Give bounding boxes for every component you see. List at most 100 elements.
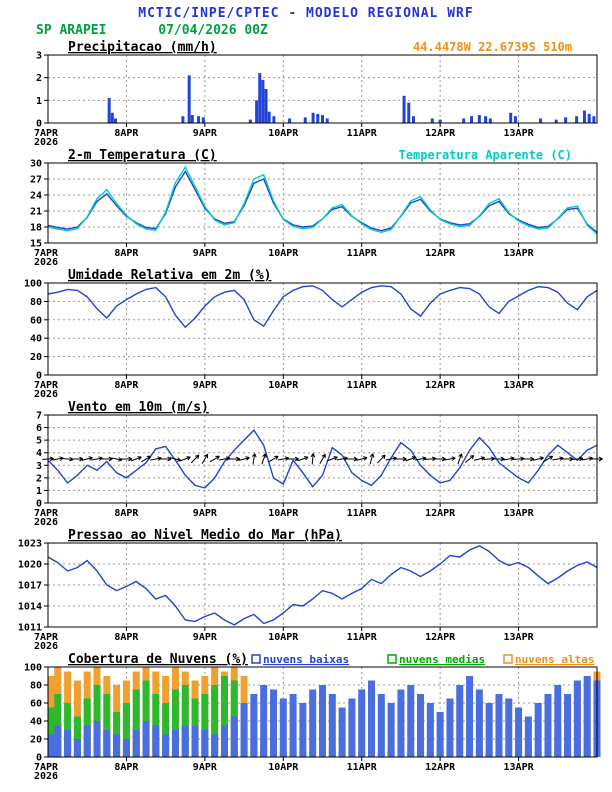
- x-tick-label: 8APR: [114, 380, 139, 391]
- y-tick-label: 1: [36, 96, 42, 107]
- precip-bar: [201, 117, 205, 123]
- x-year-label: 2026: [34, 641, 58, 651]
- panel-title: Cobertura de Nuvens (%): [68, 652, 248, 667]
- legend-label: nuvens medias: [399, 653, 485, 666]
- y-tick-label: 60: [30, 699, 42, 710]
- precip-bar: [513, 116, 517, 123]
- precip-bar: [509, 112, 513, 123]
- x-year-label: 2026: [34, 257, 58, 267]
- panel-title: Precipitacao (mm/h): [68, 40, 217, 55]
- precip-bar: [438, 119, 442, 123]
- precip-bar: [575, 116, 579, 123]
- x-tick-label: 10APR: [268, 632, 299, 643]
- x-year-label: 2026: [34, 389, 58, 399]
- precip-bar: [539, 118, 543, 123]
- x-tick-label: 8APR: [114, 248, 139, 259]
- precip-bar: [272, 116, 276, 123]
- legend-item-nuvens-baixas: [251, 654, 261, 664]
- panel-2-m-temperatura-c: 15 18 21 24 27 30 8APR 9APR 10APR 11APR 12APR 13APR…: [30, 148, 598, 267]
- x-tick-label: 9APR: [193, 762, 218, 773]
- y-tick-label: 0: [36, 753, 42, 764]
- precip-bar: [582, 110, 586, 123]
- series-nuvens-baixas: [48, 676, 601, 757]
- x-start-label: 7APR: [34, 632, 59, 643]
- y-tick-label: 24: [30, 191, 42, 202]
- precip-bar: [264, 89, 268, 123]
- precip-bar: [113, 118, 117, 123]
- series-2-m-temperatura: [47, 170, 598, 233]
- x-tick-label: 13APR: [504, 762, 535, 773]
- y-tick-label: 4: [36, 448, 42, 459]
- precip-bar: [462, 118, 466, 123]
- precip-bar: [107, 98, 111, 123]
- y-tick-label: 1014: [18, 602, 42, 613]
- x-tick-label: 13APR: [504, 632, 535, 643]
- x-tick-label: 11APR: [347, 762, 378, 773]
- panel-cobertura-de-nuvens: 0 20 40 60 80 100 8APR 9APR 10APR 11APR 12APR 13APR…: [24, 652, 601, 781]
- precip-bar: [187, 75, 191, 123]
- x-start-label: 7APR: [34, 380, 59, 391]
- series-velocidade-do-vento: [47, 428, 598, 489]
- y-tick-label: 1: [36, 486, 42, 497]
- legend-swatch: [387, 654, 397, 664]
- precip-bar: [402, 95, 406, 123]
- panel-title: Pressao ao Nivel Medio do Mar (hPa): [68, 528, 342, 543]
- legend-swatch: [503, 654, 513, 664]
- precip-bar: [325, 118, 329, 123]
- y-tick-label: 6: [36, 423, 42, 434]
- x-tick-label: 12APR: [425, 380, 456, 391]
- panel-title: Umidade Relativa em 2m (%): [68, 268, 272, 283]
- precip-bar: [311, 112, 315, 123]
- panel-pressao-ao-nivel-medio-do-mar-hpa: 1011 1014 1017 1020 1023 8APR 9APR 10APR 11APR 12…: [18, 528, 598, 651]
- x-tick-label: 11APR: [347, 508, 378, 519]
- x-tick-label: 8APR: [114, 632, 139, 643]
- x-tick-label: 12APR: [425, 508, 456, 519]
- precip-bar: [407, 102, 411, 123]
- y-tick-label: 100: [24, 663, 42, 674]
- plot-frame: [47, 54, 598, 124]
- plot-frame: [47, 282, 598, 376]
- precip-bar: [261, 79, 265, 123]
- legend-swatch: [251, 654, 261, 664]
- y-tick-label: 20: [30, 735, 42, 746]
- model-title: MCTIC/INPE/CPTEC - MODELO REGIONAL WRF: [138, 6, 474, 21]
- x-tick-label: 8APR: [114, 128, 139, 139]
- y-tick-label: 0: [36, 371, 42, 382]
- precip-bar: [303, 117, 307, 123]
- x-tick-label: 13APR: [504, 380, 535, 391]
- precip-bar: [470, 116, 474, 123]
- y-tick-label: 60: [30, 315, 42, 326]
- y-tick-label: 40: [30, 334, 42, 345]
- y-tick-label: 21: [30, 207, 42, 218]
- legend-label: nuvens baixas: [263, 653, 349, 666]
- y-tick-label: 2: [36, 73, 42, 84]
- y-tick-label: 40: [30, 717, 42, 728]
- series-temperatura-aparente: [47, 165, 598, 235]
- x-year-label: 2026: [34, 771, 58, 781]
- x-tick-label: 11APR: [347, 632, 378, 643]
- legend-item-nuvens-altas: [503, 654, 513, 664]
- precip-bar: [288, 118, 292, 123]
- y-tick-label: 30: [30, 159, 42, 170]
- x-tick-label: 11APR: [347, 248, 378, 259]
- x-tick-label: 8APR: [114, 508, 139, 519]
- run-datetime: 07/04/2026 00Z: [158, 23, 268, 38]
- y-tick-label: 3: [36, 461, 42, 472]
- x-tick-label: 12APR: [425, 128, 456, 139]
- y-tick-label: 5: [36, 436, 42, 447]
- precip-bar: [267, 111, 271, 123]
- precip-bar: [564, 117, 568, 123]
- x-start-label: 7APR: [34, 128, 59, 139]
- y-tick-label: 1023: [18, 539, 42, 550]
- precip-bar: [554, 119, 558, 123]
- y-tick-label: 0: [36, 499, 42, 510]
- x-tick-label: 12APR: [425, 632, 456, 643]
- x-start-label: 7APR: [34, 248, 59, 259]
- x-tick-label: 9APR: [193, 380, 218, 391]
- y-tick-label: 15: [30, 239, 42, 250]
- y-tick-label: 3: [36, 51, 42, 62]
- report-header: MCTIC/INPE/CPTEC - MODELO REGIONAL WRF S…: [0, 0, 612, 39]
- x-tick-label: 9APR: [193, 508, 218, 519]
- precip-bar: [248, 119, 252, 123]
- x-tick-label: 9APR: [193, 632, 218, 643]
